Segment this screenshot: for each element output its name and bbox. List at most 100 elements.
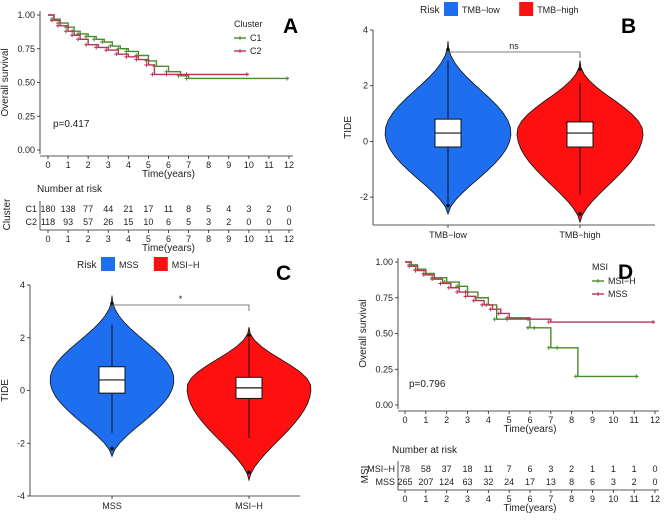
censor-mark: [50, 18, 55, 23]
x-tick-label: 1: [66, 160, 71, 170]
legend-label: TMB−low: [462, 5, 500, 15]
survival-curve-mss: [405, 261, 655, 323]
censor-mark: [150, 72, 155, 77]
risk-x-tick-label: 12: [650, 494, 660, 504]
legend-label: MSS: [608, 289, 628, 299]
censor-mark: [84, 42, 89, 47]
censor-mark: [94, 45, 99, 50]
y-tick-label: 0.00: [375, 400, 393, 410]
x-tick-label: 11: [629, 415, 638, 425]
risk-x-tick-label: 11: [264, 234, 273, 244]
risk-count: 180: [40, 204, 55, 214]
legend-swatch: [444, 2, 458, 16]
y-tick-label: 0.50: [17, 78, 35, 88]
risk-x-tick-label: 3: [465, 494, 470, 504]
legend-label: C1: [250, 33, 262, 43]
legend-swatch: [101, 257, 115, 271]
x-tick-label: 10: [244, 160, 254, 170]
panel-b-violin-plot: -2 0 2 4 TIDE Risk TMB−low TMB−high TMB−low TMB−h…: [343, 2, 655, 240]
y-axis-title: Overall survival: [358, 299, 369, 367]
survival-curve-c2: [48, 14, 249, 76]
risk-count: 18: [462, 464, 472, 474]
risk-count: 3: [548, 464, 553, 474]
legend-key-mark: [238, 49, 242, 53]
censor-mark: [492, 317, 497, 322]
censor-mark: [555, 345, 560, 350]
y-tick-label: 4: [363, 25, 368, 35]
censor-mark: [104, 48, 109, 53]
panel-c-violin-plot: -4 -2 0 2 4 TIDE Risk MSS MSI−H MSS MSI−H *: [0, 257, 312, 511]
risk-count: 11: [164, 204, 173, 214]
censor-mark: [84, 34, 89, 39]
risk-x-tick-label: 9: [226, 234, 231, 244]
significance-bracket: [111, 304, 250, 311]
risk-count: 2: [632, 477, 637, 487]
censor-mark: [496, 311, 501, 316]
censor-mark: [56, 23, 61, 28]
y-tick-label: 0.25: [375, 364, 393, 374]
risk-count: 1: [632, 464, 637, 474]
risk-count: 2: [266, 204, 271, 214]
risk-count: 0: [286, 204, 291, 214]
y-axis-title: TIDE: [343, 116, 354, 139]
risk-count: 8: [186, 204, 191, 214]
y-tick-label: -2: [360, 192, 368, 202]
x-tick-label: 3: [106, 160, 111, 170]
y-axis-title: Overall survival: [0, 48, 11, 116]
risk-count: 2: [569, 464, 574, 474]
legend-key-mark: [596, 279, 600, 283]
risk-count: 15: [123, 217, 133, 227]
censor-mark: [526, 325, 530, 330]
x-tick-label: 11: [264, 160, 273, 170]
outlier-point: [247, 470, 251, 475]
censor-mark: [438, 281, 443, 286]
risk-count: 77: [83, 204, 93, 214]
risk-count: 78: [400, 464, 410, 474]
legend-label: MSS: [119, 260, 139, 270]
x-tick-label: 8: [206, 160, 211, 170]
censor-mark: [651, 320, 655, 325]
panel-a-km-plot: 0.000.250.500.751.000 1 2 3 4 5 6 7 8 9 10 11 12Time…: [0, 10, 294, 254]
legend-label: MSI−H: [608, 276, 636, 286]
risk-count: 8: [569, 477, 574, 487]
risk-row-label: MSS: [375, 477, 395, 487]
risk-x-tick-label: 6: [166, 234, 171, 244]
x-tick-label: 9: [226, 160, 231, 170]
outlier-point: [446, 203, 450, 208]
x-tick-label: 0: [402, 415, 407, 425]
x-tick-label: 1: [423, 415, 428, 425]
risk-count: 17: [143, 204, 153, 214]
risk-count: 0: [246, 217, 251, 227]
risk-count: 37: [442, 464, 452, 474]
x-tick-label: 12: [650, 415, 660, 425]
y-tick-label: 0.00: [17, 145, 35, 155]
p-value-label: p=0.796: [409, 379, 446, 390]
legend-title: MSI: [592, 262, 608, 272]
risk-count: 6: [590, 477, 595, 487]
outlier-point: [247, 333, 251, 337]
risk-x-tick-label: 8: [206, 234, 211, 244]
risk-count: 63: [462, 477, 472, 487]
significance-label: ns: [509, 41, 519, 51]
censor-mark: [108, 44, 113, 49]
legend-title: Cluster: [234, 19, 263, 29]
x-tick-label: TMB−high: [559, 230, 600, 240]
censor-mark: [480, 302, 485, 307]
risk-count: 0: [652, 477, 657, 487]
censor-mark: [505, 315, 510, 320]
significance-bracket: [447, 51, 581, 58]
risk-table-title: Number at risk: [392, 445, 458, 456]
risk-x-axis-title: Time(years): [142, 243, 195, 254]
risk-count: 21: [123, 204, 133, 214]
risk-count: 3: [206, 217, 211, 227]
risk-count: 265: [397, 477, 412, 487]
risk-y-axis-title: Cluster: [2, 198, 13, 230]
legend-label: MSI−H: [172, 260, 200, 270]
risk-count: 44: [103, 204, 113, 214]
risk-x-tick-label: 0: [45, 234, 50, 244]
censor-mark: [488, 307, 493, 312]
risk-count: 1: [611, 464, 616, 474]
censor-mark: [446, 285, 451, 290]
legend-title: Risk: [77, 260, 97, 271]
